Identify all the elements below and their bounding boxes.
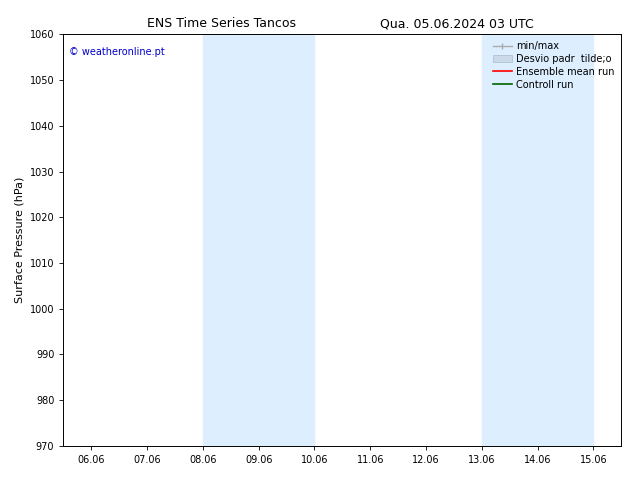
- Text: Qua. 05.06.2024 03 UTC: Qua. 05.06.2024 03 UTC: [380, 17, 533, 30]
- Text: © weatheronline.pt: © weatheronline.pt: [69, 47, 165, 57]
- Bar: [203, 34, 314, 446]
- Legend: min/max, Desvio padr  tilde;o, Ensemble mean run, Controll run: min/max, Desvio padr tilde;o, Ensemble m…: [491, 39, 616, 92]
- Bar: [482, 34, 593, 446]
- Y-axis label: Surface Pressure (hPa): Surface Pressure (hPa): [14, 177, 24, 303]
- Text: ENS Time Series Tancos: ENS Time Series Tancos: [147, 17, 297, 30]
